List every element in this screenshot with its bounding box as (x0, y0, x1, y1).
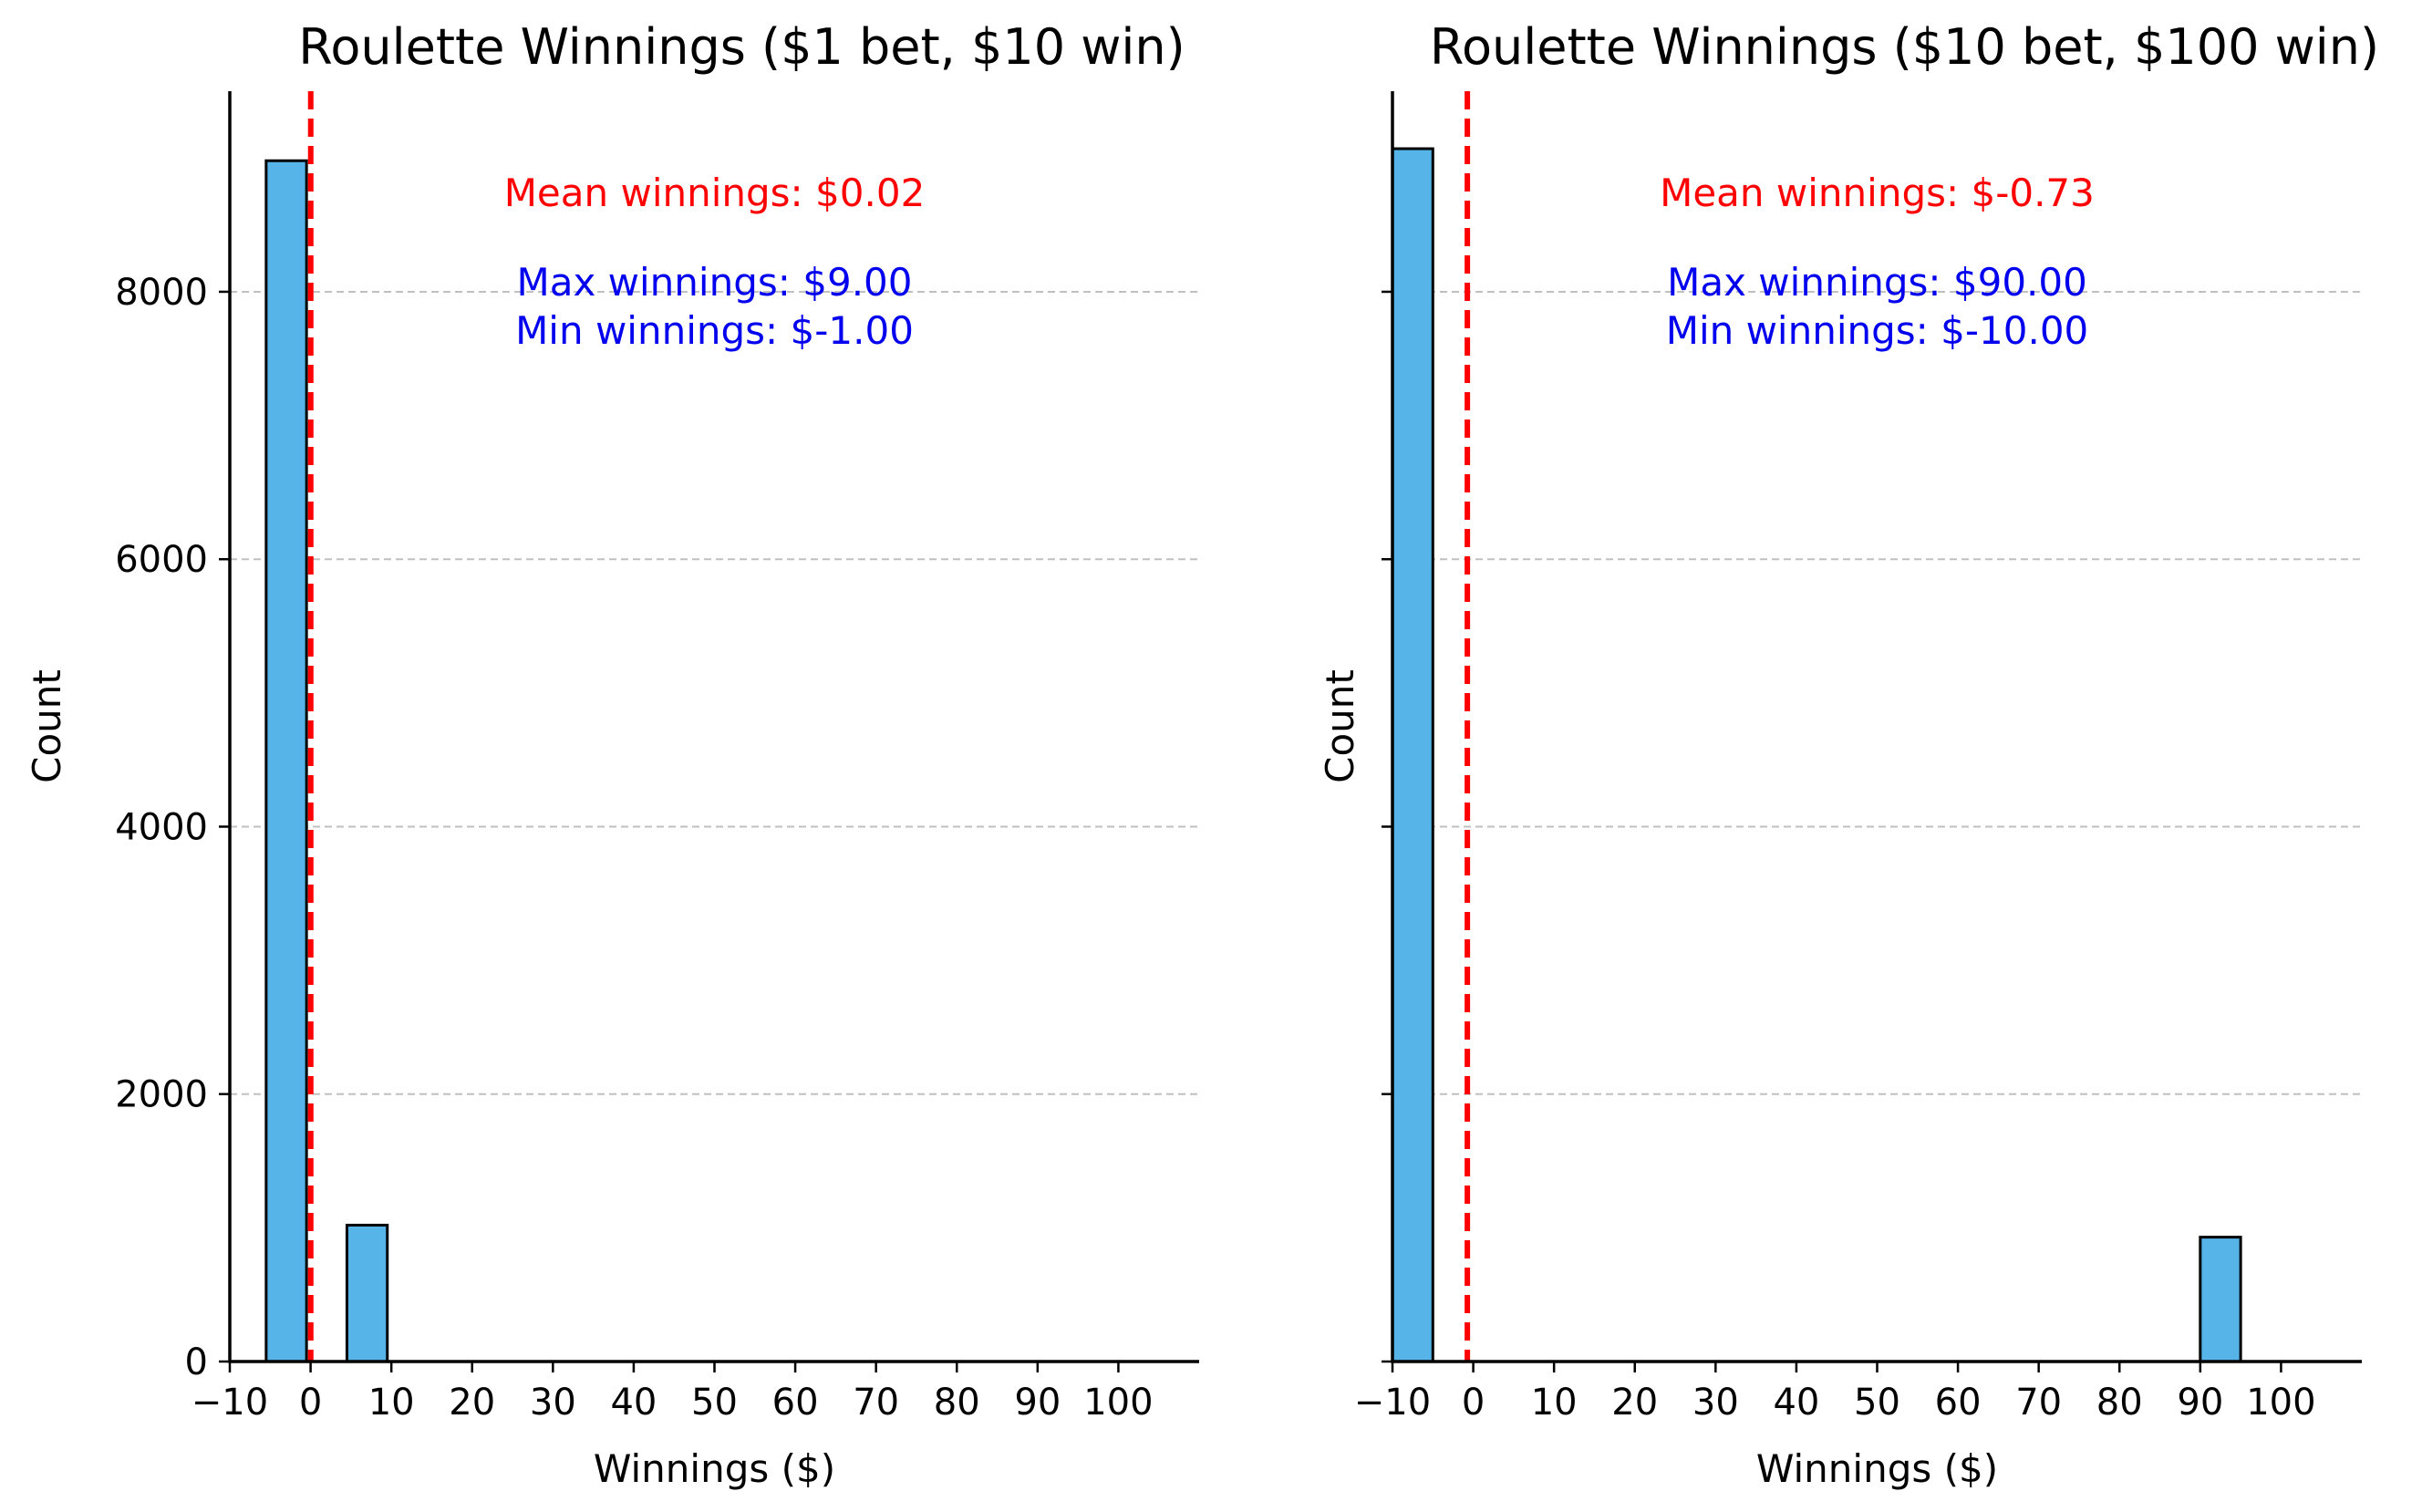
x-tick-label: 10 (368, 1382, 415, 1424)
max-annotation: Max winnings: $9.00 (516, 260, 912, 305)
x-tick-label: 10 (1531, 1382, 1578, 1424)
y-axis-label: Count (1318, 669, 1362, 783)
x-tick-label: 60 (772, 1382, 819, 1424)
chart-panel-left: −10 0 10 20 30 40 50 60 70 80 90 100020004000600080… (25, 18, 1199, 1491)
x-tick-label: 100 (1083, 1382, 1153, 1424)
x-tick-label: 90 (1014, 1382, 1061, 1424)
min-annotation: Min winnings: $-10.00 (1666, 308, 2089, 353)
histogram-bar (1391, 147, 1434, 1363)
chart-title: Roulette Winnings ($10 bet, $100 win) (1430, 18, 2379, 76)
x-tick-label: −10 (1354, 1382, 1431, 1424)
x-tick-label: 80 (934, 1382, 980, 1424)
histogram-bar (264, 159, 308, 1363)
mean-annotation: Mean winnings: $-0.73 (1660, 171, 2095, 215)
mean-annotation: Mean winnings: $0.02 (504, 171, 926, 215)
y-tick-label: 2000 (115, 1074, 208, 1116)
histogram-bar (2199, 1236, 2242, 1363)
x-tick-label: −10 (191, 1382, 268, 1424)
y-tick-label: 4000 (115, 806, 208, 848)
max-annotation: Max winnings: $90.00 (1667, 260, 2087, 305)
x-tick-label: 50 (691, 1382, 738, 1424)
x-tick-label: 30 (530, 1382, 576, 1424)
x-tick-label: 70 (2015, 1382, 2062, 1424)
x-tick-label: 50 (1854, 1382, 1900, 1424)
x-tick-label: 60 (1935, 1382, 1982, 1424)
y-tick-label: 8000 (115, 272, 208, 314)
x-axis-label: Winnings ($) (1756, 1446, 1998, 1491)
x-tick-label: 40 (610, 1382, 657, 1424)
x-tick-label: 20 (1611, 1382, 1658, 1424)
x-tick-label: 30 (1692, 1382, 1739, 1424)
min-annotation: Min winnings: $-1.00 (515, 308, 914, 353)
x-tick-label: 0 (299, 1382, 322, 1424)
y-axis-label: Count (25, 669, 69, 783)
x-tick-label: 80 (2096, 1382, 2143, 1424)
x-tick-label: 100 (2246, 1382, 2315, 1424)
x-axis-label: Winnings ($) (594, 1446, 835, 1491)
x-tick-label: 0 (1462, 1382, 1485, 1424)
y-tick-label: 6000 (115, 539, 208, 581)
chart-title: Roulette Winnings ($1 bet, $10 win) (298, 18, 1185, 76)
histogram-bar (345, 1223, 389, 1363)
x-tick-label: 90 (2177, 1382, 2223, 1424)
x-tick-label: 20 (449, 1382, 495, 1424)
x-tick-label: 70 (853, 1382, 899, 1424)
x-tick-label: 40 (1773, 1382, 1819, 1424)
chart-panel-right: −10 0 10 20 30 40 50 60 70 80 90 100 Roulette Winnin… (1318, 18, 2379, 1491)
y-tick-label: 0 (185, 1341, 208, 1383)
